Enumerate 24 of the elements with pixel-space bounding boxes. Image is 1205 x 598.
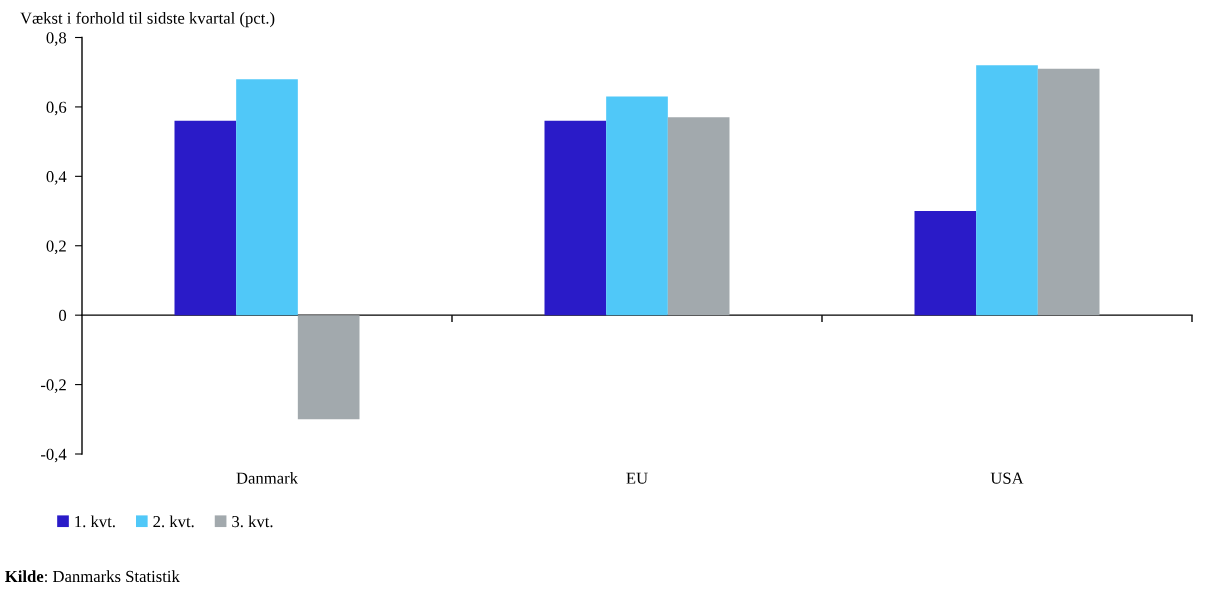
y-axis-title: Vækst i forhold til sidste kvartal (pct.)	[20, 11, 275, 28]
legend-label: 3. kvt.	[232, 515, 273, 528]
y-tick-label: 0,4	[46, 171, 67, 185]
legend-label: 1. kvt.	[75, 515, 115, 528]
bar	[914, 211, 977, 316]
bar	[236, 79, 298, 316]
y-tick-label: -0,4	[40, 448, 67, 463]
bar	[544, 120, 607, 316]
x-tick-label: USA	[990, 472, 1024, 484]
bar	[667, 117, 730, 316]
bar	[174, 120, 237, 316]
bar	[976, 65, 1038, 316]
bar	[297, 315, 360, 420]
bar	[1037, 68, 1100, 316]
y-tick-label: 0,8	[46, 32, 67, 46]
text: Kilde: Danmarks Statistik	[5, 570, 180, 583]
y-tick-label: 0,2	[46, 240, 66, 255]
y-tick-label: -0,2	[40, 379, 66, 393]
bar	[606, 96, 668, 316]
legend-label: 2. kvt.	[153, 515, 194, 528]
x-tick-label: Danmark	[236, 472, 299, 484]
x-tick-label: EU	[626, 472, 648, 484]
y-tick-label: 0	[59, 309, 67, 322]
y-tick-label: 0,6	[46, 101, 67, 116]
